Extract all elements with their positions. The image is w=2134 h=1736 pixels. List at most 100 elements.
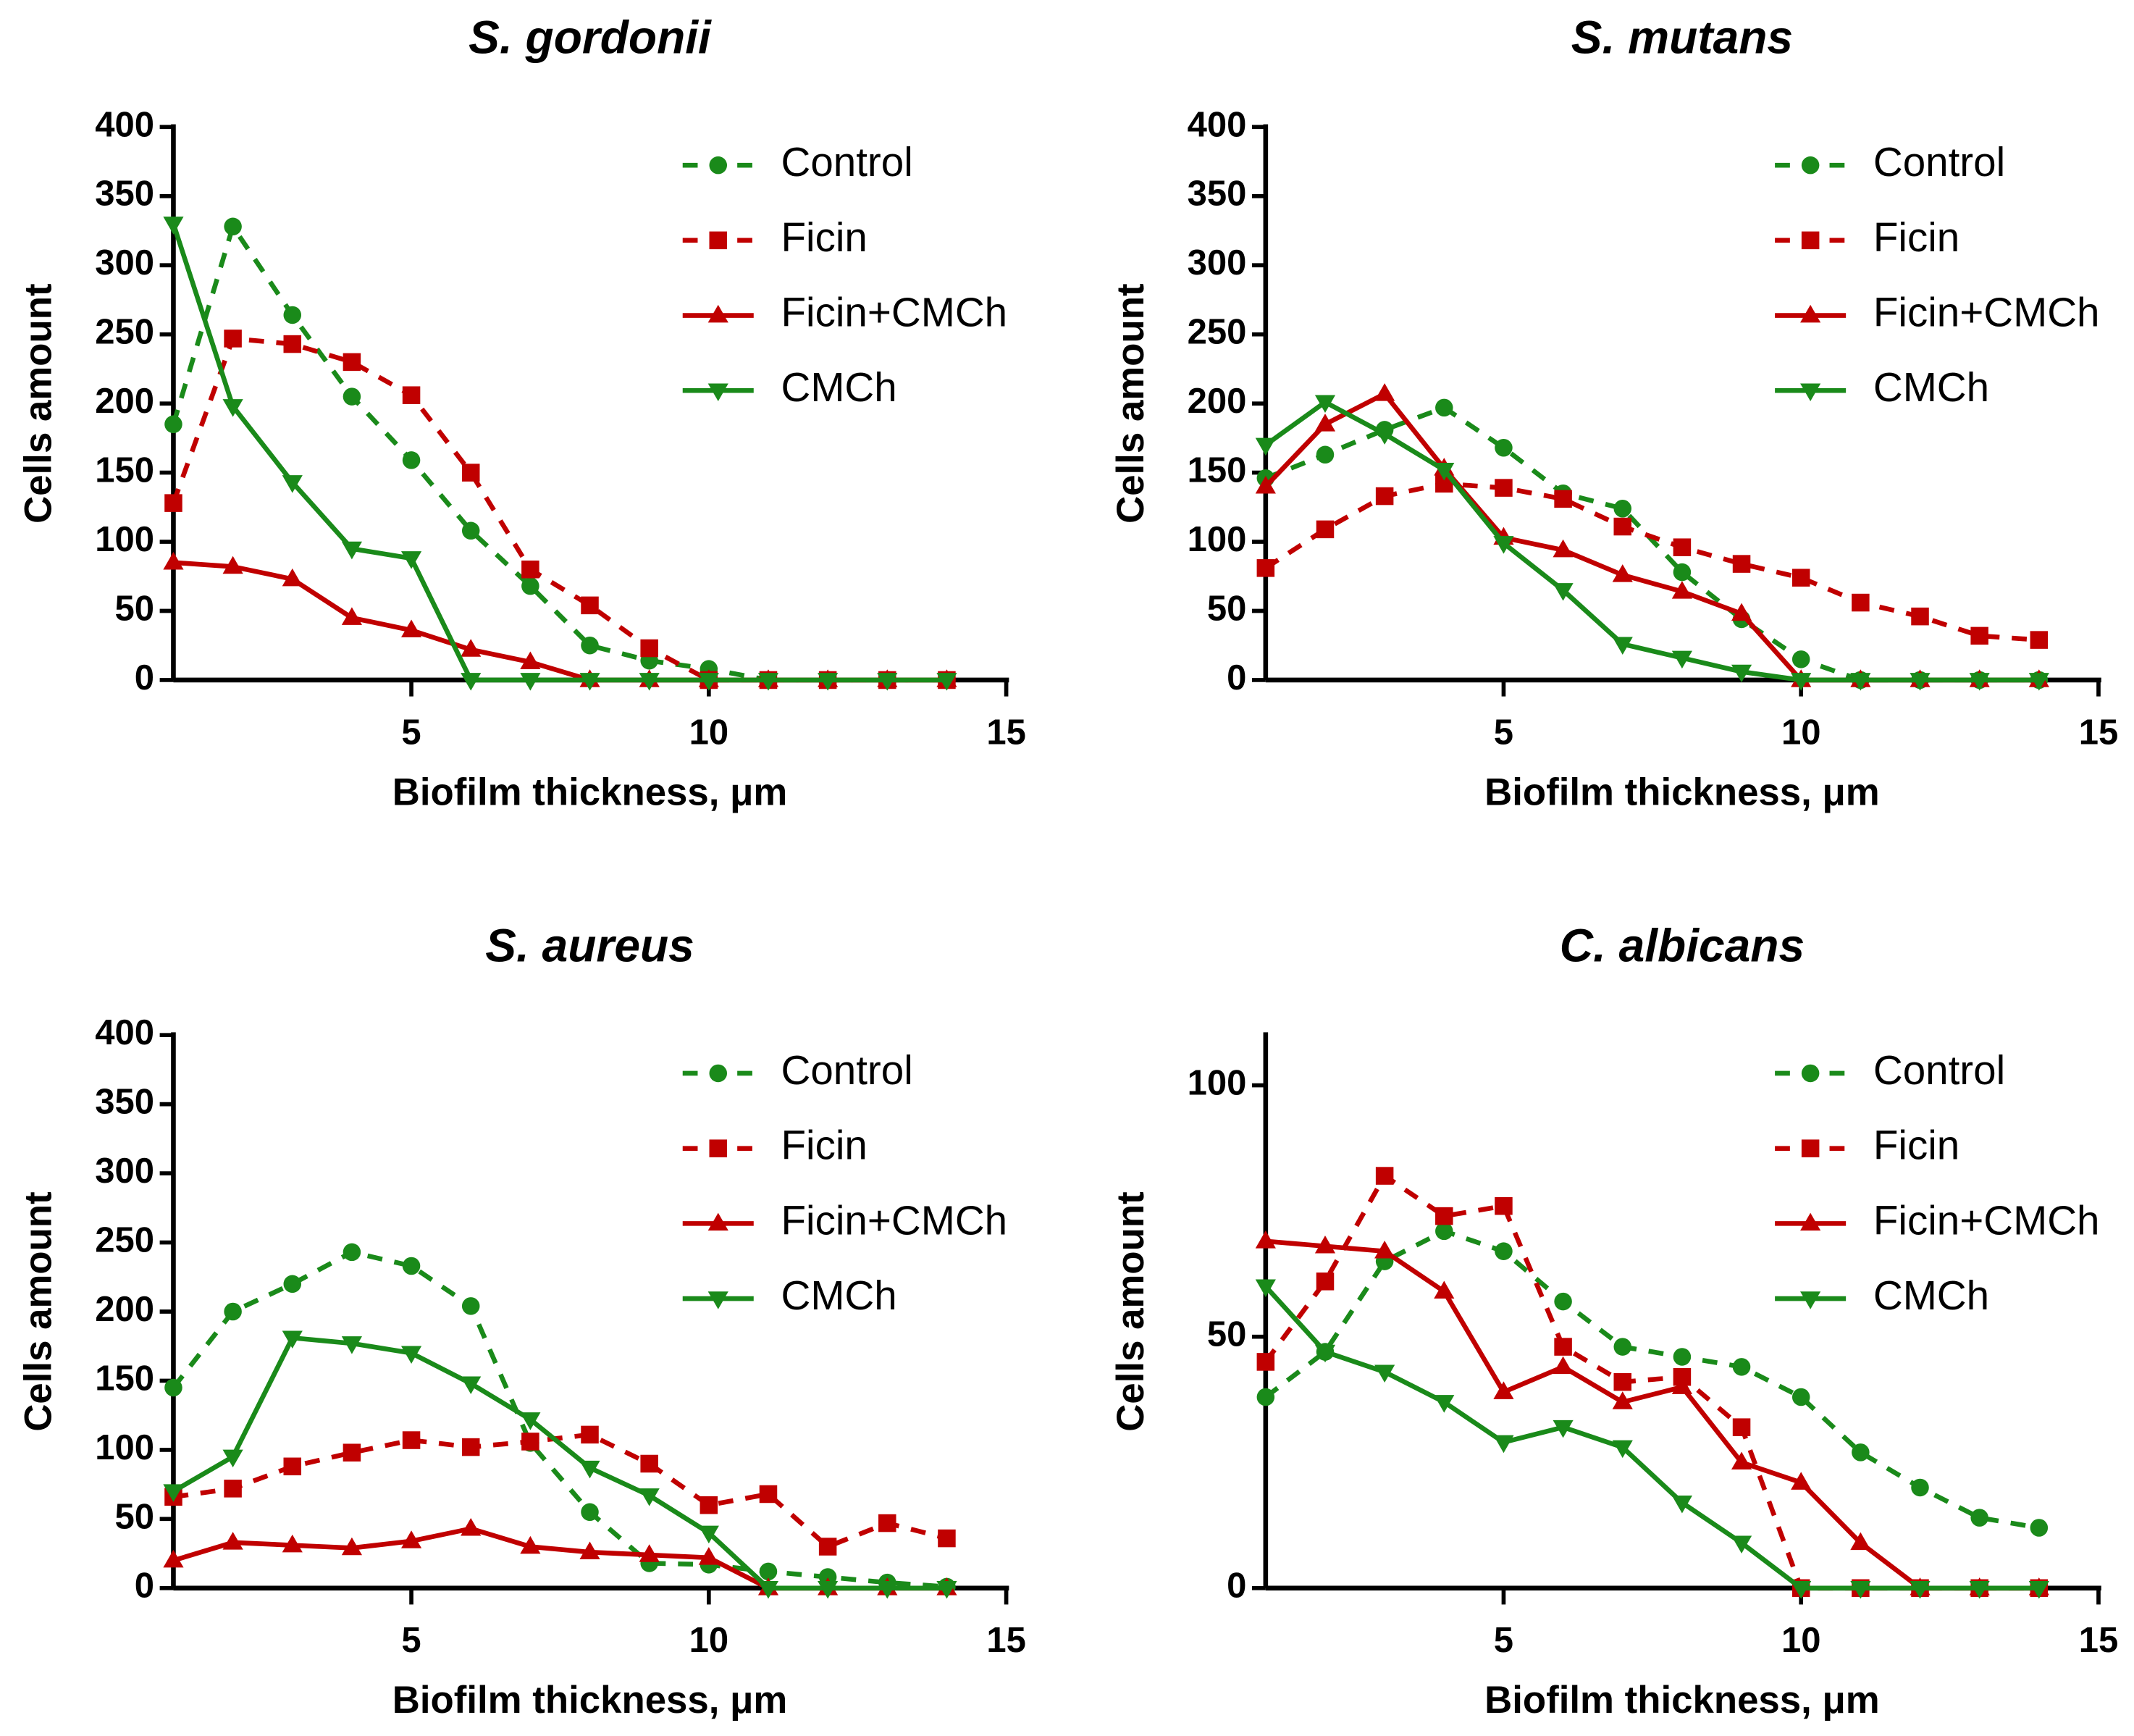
- y-tick-label: 0: [1227, 1567, 1246, 1606]
- marker: [1911, 1478, 1929, 1497]
- marker: [282, 1330, 303, 1349]
- marker: [343, 353, 361, 372]
- marker: [461, 1376, 482, 1394]
- x-axis-label: Biofilm thickness, μm: [392, 1679, 788, 1722]
- panel: S. aureus Biofilm thickness, μm Cells amou…: [17, 919, 1026, 1722]
- marker: [1731, 1535, 1752, 1554]
- marker: [1314, 1236, 1336, 1254]
- marker: [461, 521, 480, 540]
- marker: [1612, 637, 1633, 655]
- x-tick-label: 15: [2079, 713, 2119, 752]
- marker: [936, 673, 957, 691]
- marker: [936, 1580, 957, 1599]
- marker: [224, 330, 242, 348]
- marker: [1791, 569, 1810, 587]
- marker: [224, 217, 242, 236]
- series-line: [1264, 481, 2040, 642]
- y-tick-label: 50: [115, 1497, 155, 1536]
- legend-marker: [1801, 1064, 1820, 1083]
- x-axis-label: Biofilm thickness, μm: [1484, 771, 1880, 813]
- legend-label: Ficin: [1873, 214, 1959, 260]
- marker: [1613, 1338, 1632, 1356]
- x-tick-label: 10: [689, 713, 729, 752]
- marker: [520, 1535, 541, 1554]
- marker: [1256, 559, 1275, 577]
- marker: [1673, 563, 1692, 582]
- marker: [224, 1480, 242, 1498]
- y-tick-label: 300: [1188, 243, 1247, 282]
- marker: [402, 1431, 421, 1449]
- legend-label: Control: [781, 1047, 912, 1093]
- marker: [639, 673, 660, 691]
- marker: [1374, 1240, 1395, 1259]
- marker: [1256, 1353, 1275, 1371]
- y-tick-label: 50: [115, 589, 155, 628]
- marker: [2030, 631, 2049, 649]
- marker: [1791, 1580, 1812, 1599]
- legend-marker: [709, 231, 728, 250]
- marker: [1731, 664, 1752, 683]
- legend-marker: [1801, 156, 1820, 175]
- legend-marker: [709, 156, 728, 175]
- marker: [1316, 1272, 1335, 1291]
- marker: [581, 596, 599, 615]
- marker: [1493, 536, 1514, 554]
- y-tick-label: 150: [1188, 451, 1247, 490]
- legend-label: Ficin: [1873, 1123, 1959, 1168]
- marker: [521, 576, 539, 595]
- marker: [341, 541, 363, 560]
- marker: [757, 1580, 779, 1599]
- y-tick-label: 100: [1188, 520, 1247, 559]
- x-tick-label: 15: [2079, 1621, 2119, 1660]
- series-line: [171, 336, 947, 683]
- marker: [2028, 673, 2049, 691]
- marker: [877, 1580, 898, 1599]
- marker: [1850, 1580, 1871, 1599]
- marker: [520, 1412, 541, 1430]
- marker: [1554, 1338, 1572, 1356]
- legend-marker: [709, 1064, 728, 1083]
- marker: [1850, 1532, 1871, 1551]
- legend-marker: [1801, 231, 1820, 250]
- marker: [1435, 1207, 1453, 1225]
- marker: [1435, 398, 1453, 417]
- y-tick-label: 400: [95, 105, 154, 144]
- y-tick-label: 400: [1188, 105, 1247, 144]
- chart-title: S. aureus: [485, 919, 694, 971]
- marker: [283, 335, 302, 353]
- y-tick-label: 250: [95, 1220, 154, 1259]
- marker: [222, 1449, 243, 1468]
- y-tick-label: 400: [95, 1013, 154, 1052]
- y-tick-label: 250: [1188, 313, 1247, 352]
- marker: [402, 451, 421, 469]
- marker: [222, 399, 243, 417]
- legend-label: CMCh: [781, 364, 896, 410]
- marker: [461, 1297, 480, 1315]
- y-tick-label: 300: [95, 1152, 154, 1191]
- marker: [1969, 673, 1990, 691]
- chart-title: C. albicans: [1560, 919, 1805, 971]
- marker: [1316, 445, 1335, 464]
- marker: [402, 1257, 421, 1275]
- marker: [1852, 1443, 1870, 1462]
- legend-label: Control: [1873, 1047, 2005, 1093]
- legend-label: CMCh: [1873, 1272, 1989, 1318]
- marker: [1434, 1395, 1455, 1413]
- marker: [1314, 1344, 1336, 1363]
- marker: [759, 1485, 778, 1504]
- marker: [1612, 1440, 1633, 1459]
- marker: [1435, 1222, 1453, 1241]
- marker: [400, 551, 422, 569]
- series-line: [172, 1335, 947, 1591]
- y-tick-label: 100: [95, 1428, 154, 1467]
- y-axis-label: Cells amount: [1109, 1191, 1152, 1431]
- marker: [1970, 1509, 1988, 1527]
- x-tick-label: 5: [401, 713, 421, 752]
- marker: [698, 1525, 719, 1544]
- marker: [700, 1496, 718, 1514]
- marker: [698, 673, 719, 691]
- legend-label: CMCh: [1873, 364, 1989, 410]
- legend-marker: [707, 383, 728, 401]
- marker: [1374, 1364, 1395, 1383]
